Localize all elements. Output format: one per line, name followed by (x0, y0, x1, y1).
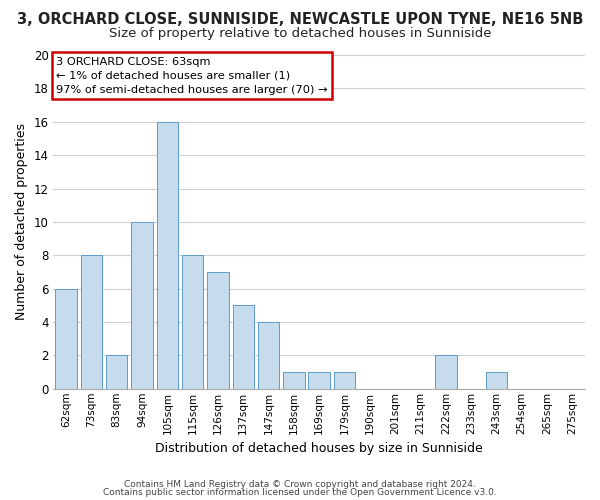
Text: Contains public sector information licensed under the Open Government Licence v3: Contains public sector information licen… (103, 488, 497, 497)
Text: Contains HM Land Registry data © Crown copyright and database right 2024.: Contains HM Land Registry data © Crown c… (124, 480, 476, 489)
Bar (485, 372, 507, 389)
Bar (308, 372, 330, 389)
Bar (435, 356, 457, 389)
Bar (283, 372, 305, 389)
X-axis label: Distribution of detached houses by size in Sunniside: Distribution of detached houses by size … (155, 442, 483, 455)
Bar (157, 122, 178, 389)
Bar (334, 372, 355, 389)
Bar (55, 288, 77, 389)
Y-axis label: Number of detached properties: Number of detached properties (15, 124, 28, 320)
Bar (80, 256, 102, 389)
Bar (258, 322, 280, 389)
Bar (106, 356, 127, 389)
Bar (182, 256, 203, 389)
Text: 3 ORCHARD CLOSE: 63sqm
← 1% of detached houses are smaller (1)
97% of semi-detac: 3 ORCHARD CLOSE: 63sqm ← 1% of detached … (56, 56, 328, 94)
Text: 3, ORCHARD CLOSE, SUNNISIDE, NEWCASTLE UPON TYNE, NE16 5NB: 3, ORCHARD CLOSE, SUNNISIDE, NEWCASTLE U… (17, 12, 583, 28)
Bar (131, 222, 153, 389)
Text: Size of property relative to detached houses in Sunniside: Size of property relative to detached ho… (109, 28, 491, 40)
Bar (207, 272, 229, 389)
Bar (233, 306, 254, 389)
